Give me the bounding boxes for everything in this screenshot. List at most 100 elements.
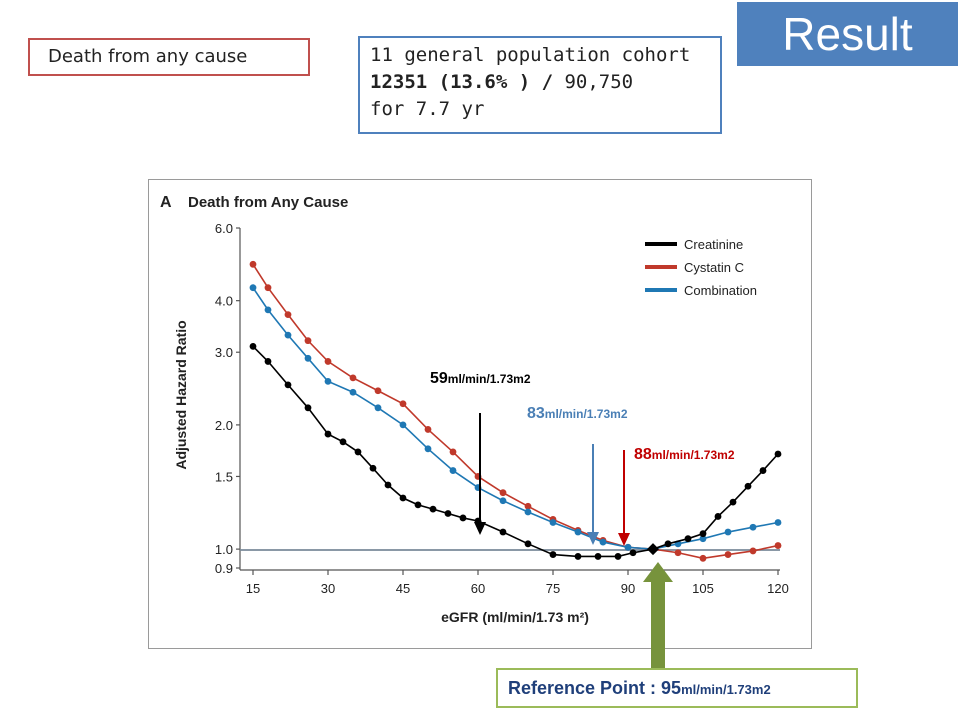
data-point bbox=[759, 467, 767, 474]
series-line-combination bbox=[252, 287, 779, 550]
data-point bbox=[349, 374, 357, 382]
data-point bbox=[324, 430, 332, 438]
data-point bbox=[714, 513, 722, 520]
data-point bbox=[424, 445, 432, 453]
data-point bbox=[574, 528, 582, 536]
annotation-83: 83ml/min/1.73m2 bbox=[527, 405, 628, 423]
data-point bbox=[749, 523, 757, 531]
cohort-events: 12351 (13.6% ) / bbox=[370, 71, 554, 93]
result-title: Result bbox=[737, 2, 958, 66]
data-point bbox=[384, 481, 392, 489]
data-point bbox=[249, 284, 257, 292]
data-point bbox=[524, 508, 532, 516]
data-point bbox=[249, 260, 257, 268]
data-point bbox=[699, 530, 707, 538]
annotation-59-number: 59 bbox=[430, 370, 448, 387]
data-point bbox=[399, 400, 407, 408]
data-point bbox=[264, 284, 272, 292]
reference-point-marker bbox=[647, 543, 659, 556]
y-tick-label: 6.0 bbox=[215, 221, 233, 236]
data-point bbox=[284, 311, 292, 319]
data-point bbox=[449, 467, 457, 474]
x-tick-label: 60 bbox=[471, 581, 485, 596]
data-point bbox=[744, 482, 752, 490]
data-point bbox=[574, 553, 582, 560]
data-point bbox=[304, 337, 312, 345]
legend-label: Cystatin C bbox=[684, 260, 744, 275]
data-point bbox=[614, 553, 622, 560]
data-point bbox=[774, 450, 782, 458]
data-point bbox=[729, 498, 737, 506]
data-point bbox=[724, 551, 732, 558]
data-point bbox=[444, 510, 452, 517]
data-point bbox=[629, 549, 637, 557]
x-tick-label: 30 bbox=[321, 581, 335, 596]
data-point bbox=[264, 358, 272, 365]
series-layer bbox=[249, 260, 782, 562]
x-tick-label: 105 bbox=[692, 581, 714, 596]
arrow-59 bbox=[474, 413, 486, 535]
cohort-info-box: 11 general population cohort 12351 (13.6… bbox=[358, 36, 722, 134]
y-tick-label: 3.0 bbox=[215, 345, 233, 360]
x-axis-label: eGFR (ml/min/1.73 m²) bbox=[441, 609, 589, 625]
annotation-88-number: 88 bbox=[634, 446, 652, 463]
data-point bbox=[774, 542, 782, 549]
reference-label: Reference Point : bbox=[508, 678, 662, 698]
y-ticks: 6.0 4.0 3.0 2.0 1.5 1.0 0.9 bbox=[215, 221, 240, 576]
cohort-total: 90,750 bbox=[553, 71, 634, 93]
data-point bbox=[684, 535, 692, 543]
legend: Creatinine Cystatin C Combination bbox=[645, 237, 757, 298]
y-tick-label: 1.5 bbox=[215, 469, 233, 484]
series-line-cystatin-c bbox=[252, 263, 779, 560]
data-point bbox=[399, 421, 407, 429]
data-point bbox=[284, 331, 292, 339]
data-point bbox=[349, 388, 357, 396]
annotation-59-unit: ml/min/1.73m2 bbox=[447, 372, 531, 386]
x-tick-label: 90 bbox=[621, 581, 635, 596]
annotation-83-number: 83 bbox=[527, 405, 545, 422]
cohort-line3: for 7.7 yr bbox=[370, 98, 485, 120]
data-point bbox=[724, 528, 732, 536]
data-point bbox=[304, 404, 312, 412]
reference-point-box: Reference Point : 95ml/min/1.73m2 bbox=[496, 668, 858, 708]
y-tick-label: 1.0 bbox=[215, 542, 233, 557]
data-point bbox=[549, 519, 557, 526]
data-point bbox=[354, 448, 362, 456]
death-cause-label: Death from any cause bbox=[28, 38, 310, 76]
data-point bbox=[664, 540, 672, 548]
data-point bbox=[524, 540, 532, 548]
legend-label: Creatinine bbox=[684, 237, 743, 252]
data-point bbox=[374, 387, 382, 395]
data-point bbox=[499, 489, 507, 497]
annotation-59: 59ml/min/1.73m2 bbox=[430, 370, 531, 388]
data-point bbox=[699, 554, 707, 562]
data-point bbox=[304, 354, 312, 362]
data-point bbox=[594, 553, 602, 560]
data-point bbox=[324, 358, 332, 365]
annotation-83-unit: ml/min/1.73m2 bbox=[544, 407, 628, 421]
data-point bbox=[774, 519, 782, 526]
x-tick-label: 120 bbox=[767, 581, 789, 596]
data-point bbox=[499, 497, 507, 505]
data-point bbox=[699, 535, 707, 543]
data-point bbox=[249, 342, 257, 350]
data-point bbox=[339, 438, 347, 446]
reference-number: 95 bbox=[661, 678, 682, 698]
data-point bbox=[624, 543, 632, 551]
data-point bbox=[324, 377, 332, 385]
data-point bbox=[369, 464, 377, 472]
data-point bbox=[449, 448, 457, 456]
arrow-88 bbox=[618, 450, 630, 546]
chart-title: Death from Any Cause bbox=[188, 194, 348, 211]
x-ticks: 15 30 45 60 75 90 105 120 bbox=[246, 570, 789, 596]
data-point bbox=[429, 505, 437, 513]
data-point bbox=[264, 306, 272, 314]
data-point bbox=[549, 551, 557, 558]
annotation-88-unit: ml/min/1.73m2 bbox=[651, 448, 735, 462]
annotation-88: 88ml/min/1.73m2 bbox=[634, 446, 735, 464]
data-point bbox=[284, 381, 292, 389]
data-point bbox=[749, 547, 757, 555]
panel-letter: A bbox=[160, 194, 172, 211]
y-tick-label: 0.9 bbox=[215, 561, 233, 576]
